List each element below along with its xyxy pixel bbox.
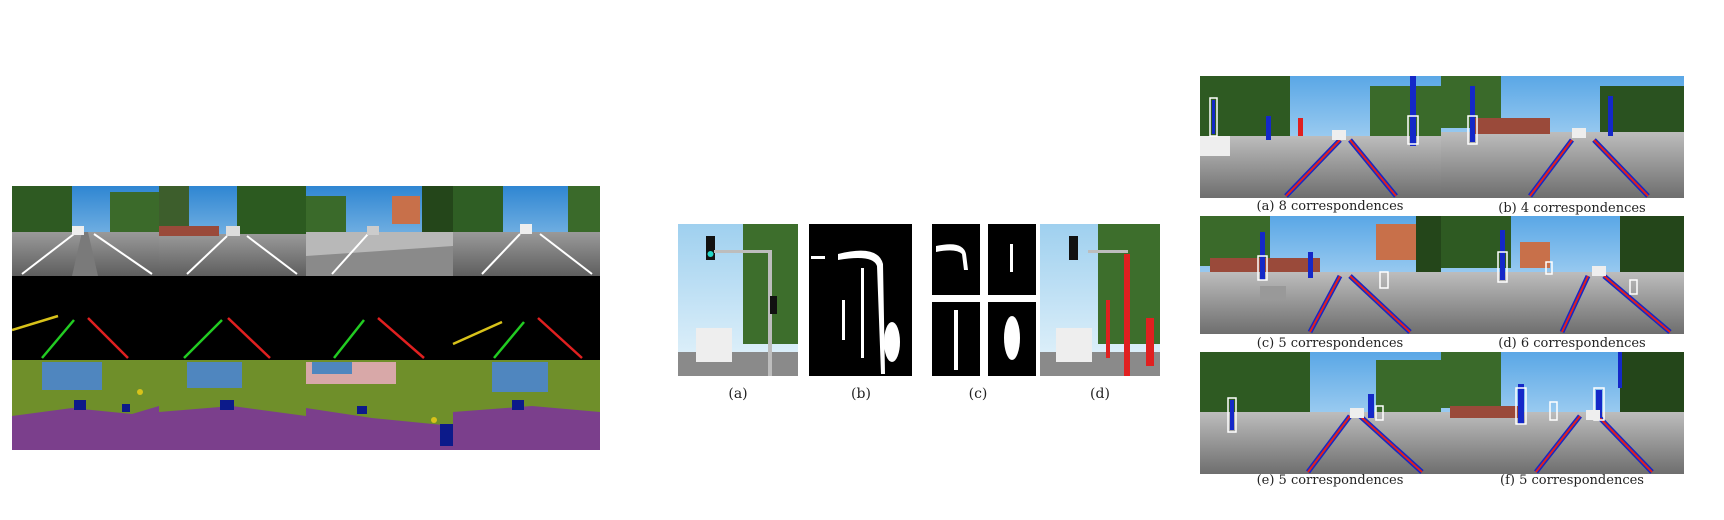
left-figure-canvas — [12, 186, 600, 450]
correspondence-photo-d — [1441, 216, 1684, 334]
caption-right-a: (a) 8 correspondences — [1250, 199, 1410, 214]
split-masks — [932, 224, 1036, 376]
line-maps — [12, 276, 600, 360]
correspondence-photo-f — [1441, 352, 1684, 474]
caption-right-e: (e) 5 correspondences — [1250, 473, 1410, 488]
caption-c: (c) — [958, 386, 998, 402]
correspondence-photo-c — [1200, 216, 1441, 334]
middle-figure — [678, 224, 1160, 378]
caption-d: (d) — [1080, 386, 1120, 402]
road-photo-1 — [12, 186, 159, 276]
caption-right-f: (f) 5 correspondences — [1492, 473, 1652, 488]
correspondence-photo-a — [1200, 76, 1441, 198]
left-figure — [12, 186, 600, 450]
caption-a: (a) — [718, 386, 758, 402]
traffic-light-photo — [678, 224, 798, 376]
middle-figure-canvas — [678, 224, 1160, 378]
caption-right-c: (c) 5 correspondences — [1250, 336, 1410, 351]
overlay-photo — [1040, 224, 1160, 376]
road-photo-4 — [453, 186, 600, 276]
caption-right-b: (b) 4 correspondences — [1492, 201, 1652, 216]
segmentation-maps — [12, 360, 600, 450]
full-mask — [809, 224, 912, 376]
right-figure — [1200, 76, 1684, 496]
road-photo-2 — [159, 186, 306, 276]
correspondence-photo-e — [1200, 352, 1441, 474]
right-figure-canvas — [1200, 76, 1684, 496]
caption-right-d: (d) 6 correspondences — [1492, 336, 1652, 351]
caption-b: (b) — [841, 386, 881, 402]
correspondence-photo-b — [1441, 76, 1684, 198]
road-photo-3 — [306, 186, 453, 276]
